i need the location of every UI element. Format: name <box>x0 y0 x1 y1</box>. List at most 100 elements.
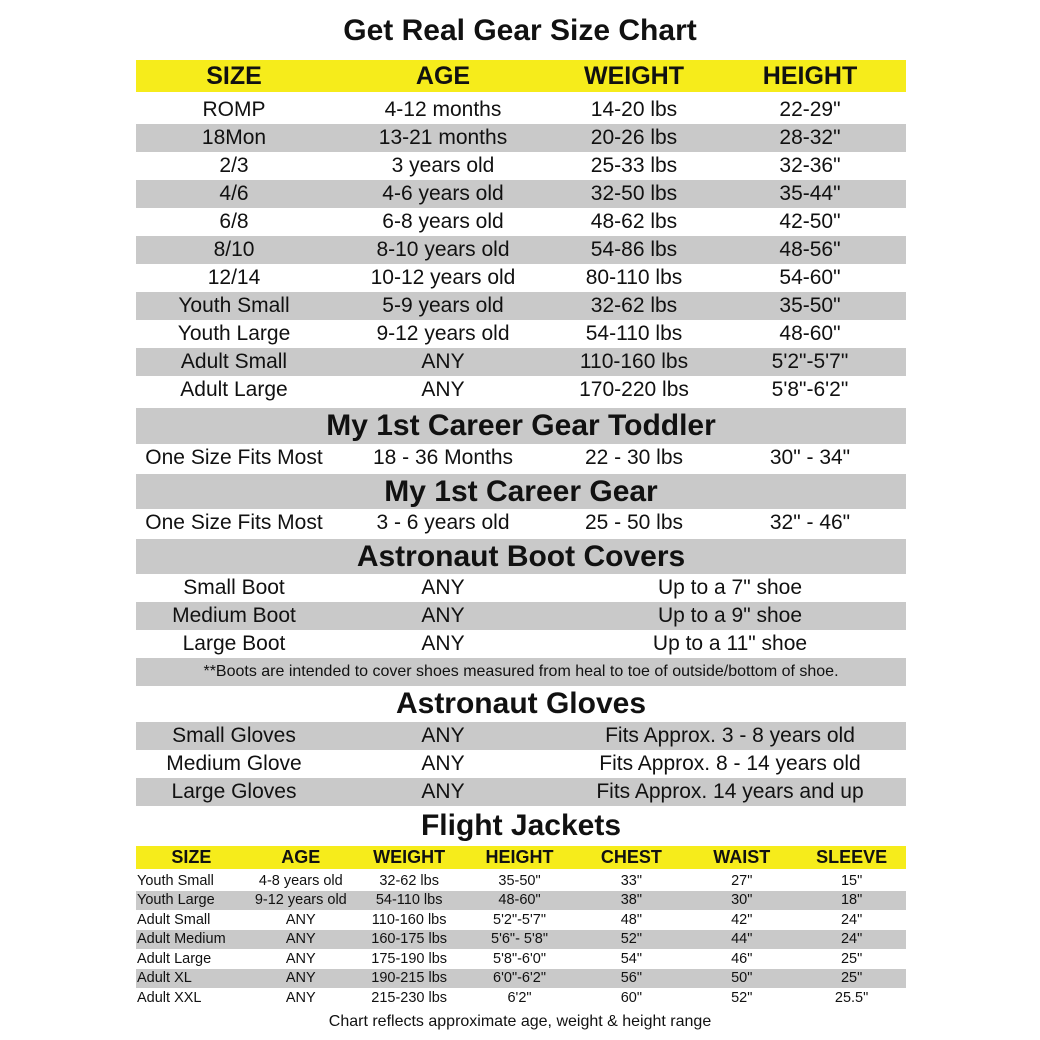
table-cell: 35-50" <box>779 294 841 317</box>
table-row: Small Gloves ANY Fits Approx. 3 - 8 years … <box>136 722 906 750</box>
table-cell: 28-32" <box>779 126 841 149</box>
table-cell: ANY <box>285 931 316 948</box>
table-cell: ANY <box>421 350 465 373</box>
table-row: One Size Fits Most 3 - 6 years old 25 - 50… <box>136 509 906 537</box>
table-cell: ANY <box>421 752 465 775</box>
table-cell: 5'2"-5'7" <box>493 911 546 928</box>
table-cell: SLEEVE <box>816 847 888 867</box>
table-cell: ROMP <box>202 98 266 121</box>
table-cell: 9-12 years old <box>254 892 347 909</box>
table-cell: Medium Glove <box>166 752 302 775</box>
table-cell: 22-29" <box>779 98 841 121</box>
table-cell: Large Gloves <box>171 780 297 803</box>
table-row: Adult Large ANY 175-190 lbs 5'8"-6'0" 54" 46"… <box>136 949 906 969</box>
table-cell: 54-110 lbs <box>375 892 443 909</box>
table-cell: 110-160 lbs <box>579 350 689 373</box>
table-cell: 42" <box>731 911 753 928</box>
table-cell: 6-8 years old <box>382 210 504 233</box>
table-cell: 32-36" <box>779 154 841 177</box>
table-cell: 190-215 lbs <box>371 970 448 987</box>
table-cell: 25" <box>840 950 863 967</box>
table-cell: 20-26 lbs <box>590 126 678 149</box>
boots-note: **Boots are intended to cover shoes meas… <box>136 658 906 686</box>
table-cell: 4/6 <box>219 182 249 205</box>
table-cell: 30" - 34" <box>769 446 851 469</box>
table-cell: Up to a 9" shoe <box>657 604 803 627</box>
table-cell: Youth Large <box>177 322 291 345</box>
table-cell: 50" <box>731 970 753 987</box>
table-cell: ANY <box>421 576 465 599</box>
table-cell: 25.5" <box>834 989 869 1006</box>
table-cell: 4-6 years old <box>382 182 504 205</box>
table-row: Youth Small 4-8 years old 32-62 lbs 35-50" 3… <box>136 871 906 891</box>
table-cell: ANY <box>421 604 465 627</box>
table-row: Small Boot ANY Up to a 7" shoe <box>136 574 906 602</box>
table-cell: ANY <box>285 911 316 928</box>
table-cell: Youth Small <box>137 872 214 889</box>
table-cell: SIZE <box>206 61 262 90</box>
table-row: 18Mon 13-21 months 20-26 lbs 28-32" <box>136 124 906 152</box>
table-cell: Adult XXL <box>137 989 202 1006</box>
table-cell: Adult Small <box>180 350 288 373</box>
table-cell: 4-8 years old <box>258 872 343 889</box>
table-cell: Fits Approx. 8 - 14 years old <box>599 752 861 775</box>
table-row: Adult Small ANY 110-160 lbs 5'2"-5'7" 48" 42"… <box>136 910 906 930</box>
table-cell: 170-220 lbs <box>579 378 689 401</box>
table-cell: 2/3 <box>219 154 249 177</box>
table-cell: 6'0"-6'2" <box>493 970 546 987</box>
table-cell: 33" <box>620 872 642 889</box>
section-heading-gloves: Astronaut Gloves <box>136 686 906 722</box>
table-row: 8/10 8-10 years old 54-86 lbs 48-56" <box>136 236 906 264</box>
table-cell: 38" <box>620 892 642 909</box>
table-cell: AGE <box>415 61 471 90</box>
table-cell: 5'8"-6'2" <box>771 378 849 401</box>
table-cell: 175-190 lbs <box>371 950 448 967</box>
section-heading-boot-covers: Astronaut Boot Covers <box>136 539 906 574</box>
table-cell: SIZE <box>171 847 212 867</box>
table-cell: 3 years old <box>391 154 495 177</box>
table-cell: Large Boot <box>182 632 286 655</box>
table-cell: 27" <box>731 872 753 889</box>
table-cell: 32" - 46" <box>769 511 851 534</box>
table-cell: 18" <box>840 892 863 909</box>
table-cell: 3 - 6 years old <box>376 511 510 534</box>
table-row: Large Boot ANY Up to a 11" shoe <box>136 630 906 658</box>
table-cell: AGE <box>281 847 321 867</box>
table-cell: 160-175 lbs <box>371 931 448 948</box>
table-cell: Up to a 7" shoe <box>657 576 803 599</box>
table-cell: 25 - 50 lbs <box>584 511 684 534</box>
table-cell: Small Gloves <box>172 724 296 747</box>
footer-note: Chart reflects approximate age, weight &… <box>328 1013 712 1030</box>
table-row: Youth Small 5-9 years old 32-62 lbs 35-50" <box>136 292 906 320</box>
page-title: Get Real Gear Size Chart <box>343 14 697 47</box>
table-cell: Medium Boot <box>172 604 296 627</box>
table-cell: Adult XL <box>137 970 192 987</box>
table-cell: ANY <box>285 970 316 987</box>
table-cell: 54-60" <box>779 266 841 289</box>
table-row: Adult XXL ANY 215-230 lbs 6'2" 60" 52" 25.5" <box>136 988 906 1008</box>
table-row: Youth Large 9-12 years old 54-110 lbs 48-60… <box>136 890 906 910</box>
table-cell: 80-110 lbs <box>585 266 683 289</box>
table-cell: 4-12 months <box>384 98 502 121</box>
table-row: Large Gloves ANY Fits Approx. 14 years and… <box>136 778 906 806</box>
table-cell: 25-33 lbs <box>590 154 678 177</box>
table-header: SIZE AGE WEIGHT HEIGHT <box>136 60 906 92</box>
table-cell: Fits Approx. 14 years and up <box>596 780 864 803</box>
table-cell: 25" <box>840 970 863 987</box>
table-row: Medium Boot ANY Up to a 9" shoe <box>136 602 906 630</box>
table-cell: 48" <box>620 911 642 928</box>
table-cell: 22 - 30 lbs <box>584 446 684 469</box>
table-cell: Adult Medium <box>137 931 226 948</box>
table-row: 4/6 4-6 years old 32-50 lbs 35-44" <box>136 180 906 208</box>
table-cell: 18Mon <box>201 126 267 149</box>
table-cell: CHEST <box>600 847 662 867</box>
table-cell: 5-9 years old <box>382 294 504 317</box>
section-heading-flight-jackets: Flight Jackets <box>136 806 906 846</box>
table-cell: 32-62 lbs <box>379 872 439 889</box>
table-cell: 32-50 lbs <box>590 182 678 205</box>
section-heading-toddler: My 1st Career Gear Toddler <box>136 408 906 444</box>
table-cell: 10-12 years old <box>370 266 516 289</box>
table-cell: ANY <box>285 989 316 1006</box>
table-cell: 54-86 lbs <box>590 238 678 261</box>
table-cell: 48-62 lbs <box>590 210 678 233</box>
